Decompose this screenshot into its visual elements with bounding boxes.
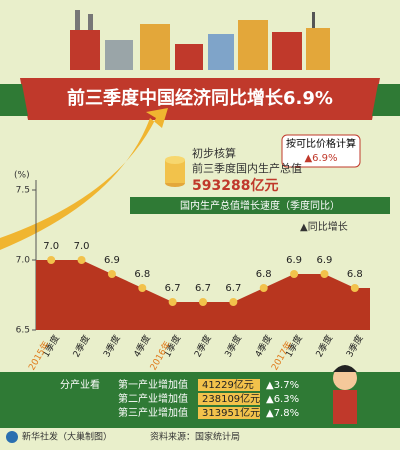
mascot — [333, 365, 357, 424]
value-label: 6.9 — [317, 255, 333, 266]
arrow — [0, 108, 168, 250]
value-label: 6.7 — [225, 283, 241, 294]
point — [47, 256, 56, 264]
industry-value: 41229亿元 — [202, 378, 254, 391]
value-label: 6.7 — [165, 283, 181, 294]
logo — [6, 431, 18, 443]
value-label: 6.8 — [134, 269, 150, 280]
point — [350, 284, 359, 292]
note: ▲6.9% — [304, 153, 337, 164]
value-label: 6.9 — [286, 255, 302, 266]
summary: 前三季度国内生产总值 — [192, 161, 302, 175]
value-box — [198, 379, 260, 391]
y-tick-label: 6.5 — [16, 326, 30, 336]
value-box — [198, 407, 260, 419]
buildings — [70, 10, 330, 70]
industry-table: 分产业看 第一产业增加值 41229亿元 ▲3.7% 第二产业增加值 238109亿元 ▲6… — [60, 378, 299, 419]
value-label: 7.0 — [43, 241, 59, 252]
industry-value: 313951亿元 — [202, 406, 260, 419]
point — [290, 270, 299, 278]
value-box — [198, 393, 260, 405]
summary-value: 593288亿元 — [192, 177, 278, 194]
y-tick-label: 7.5 — [16, 186, 30, 196]
point — [168, 298, 177, 306]
value-label: 6.8 — [256, 269, 272, 280]
legend-bar — [130, 197, 390, 214]
industry-value: 238109亿元 — [202, 392, 260, 405]
value-label: 6.7 — [195, 283, 211, 294]
note: 按可比价格计算 — [286, 137, 356, 150]
point — [107, 270, 116, 278]
series-label: ▲同比增长 — [300, 220, 348, 233]
value-label: 6.8 — [347, 269, 363, 280]
title: 前三季度中国经济同比增长6.9% — [67, 87, 333, 109]
point — [229, 298, 238, 306]
area — [36, 260, 370, 330]
industry-growth: ▲3.7% — [266, 380, 299, 391]
footer: 新华社发（大巢制图） — [22, 431, 112, 443]
industry-growth: ▲7.8% — [266, 408, 299, 419]
title-banner — [20, 78, 380, 120]
coins — [165, 156, 185, 187]
point — [77, 256, 86, 264]
point — [320, 270, 329, 278]
industry-growth: ▲6.3% — [266, 394, 299, 405]
footer: 资料来源：国家统计局 — [150, 431, 240, 443]
y-unit: (%) — [14, 171, 30, 181]
point — [138, 284, 147, 292]
point — [259, 284, 268, 292]
legend-title: 国内生产总值增长速度（季度同比） — [180, 199, 340, 212]
value-label: 6.9 — [104, 255, 120, 266]
table-title: 分产业看 — [60, 378, 100, 391]
industry-name: 第三产业增加值 — [118, 406, 188, 419]
industry-name: 第二产业增加值 — [118, 392, 188, 405]
value-label: 7.0 — [74, 241, 90, 252]
point — [199, 298, 207, 306]
y-tick-label: 7.0 — [16, 256, 31, 266]
note-box — [281, 134, 361, 168]
industry-name: 第一产业增加值 — [118, 378, 188, 391]
summary: 初步核算 — [192, 146, 236, 160]
